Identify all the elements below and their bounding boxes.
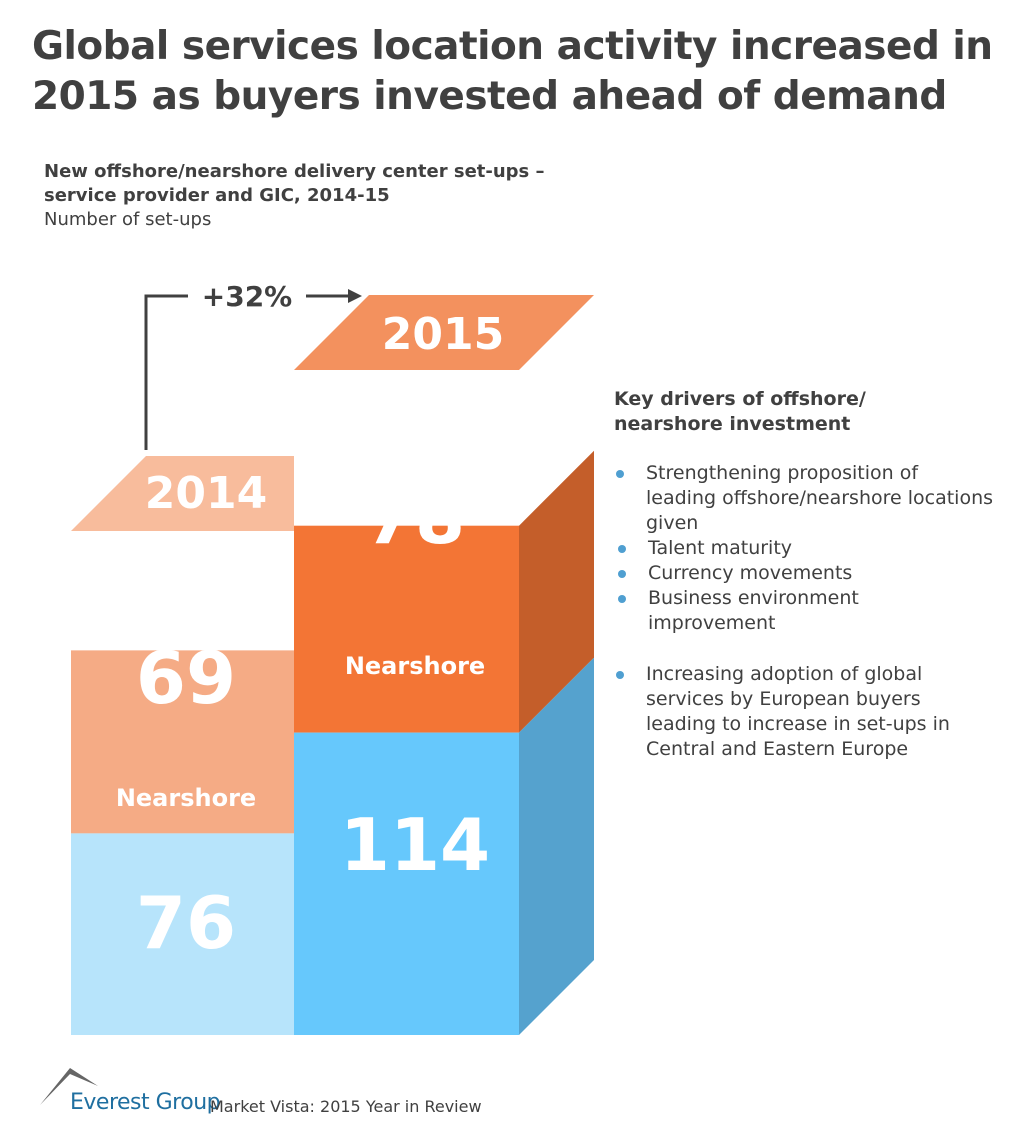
everest-mountain-logo-icon [40, 1068, 98, 1105]
chart-unit: Number of set-ups [44, 209, 212, 230]
year-label-2014: 2014 [145, 468, 267, 519]
cube-top-2014 [71, 456, 294, 531]
series-label-2014-nearshore: Nearshore [116, 784, 256, 812]
source-label: Market Vista: 2015 Year in Review [210, 1097, 482, 1116]
data-label-2015-offshore: 78 [365, 476, 465, 560]
cube-top-2015 [294, 295, 594, 370]
arrow-head-icon [348, 289, 362, 303]
series-label-2015-nearshore: Nearshore [345, 652, 485, 680]
page-title: Global services location activity increa… [32, 24, 993, 119]
driver-item: Increasing adoption of global services b… [614, 662, 994, 762]
data-label-2014-offshore: 69 [136, 636, 236, 720]
bar-2015-nearshore [294, 732, 519, 1035]
year-label-2015: 2015 [382, 309, 504, 360]
series-label-2015-offshore: Offshore [357, 386, 473, 414]
data-label-2015-nearshore: 114 [340, 803, 490, 887]
bar-2015-offshore-side [519, 450, 594, 733]
growth-arrow: +32% [144, 280, 362, 450]
bar-2015-nearshore-side [519, 657, 594, 1035]
bar-2014-nearshore [71, 833, 294, 1035]
bar-2015-offshore [294, 525, 519, 733]
chart-subtitle: New offshore/nearshore delivery center s… [44, 160, 584, 232]
key-drivers-panel: Key drivers of offshore/ nearshore inves… [614, 387, 994, 762]
driver-subitem: Currency movements [614, 561, 994, 586]
driver-item: Strengthening proposition of leading off… [614, 461, 994, 536]
data-label-2014-nearshore: 76 [136, 881, 236, 965]
driver-subitem: Talent maturity [614, 536, 994, 561]
chart-heading: New offshore/nearshore delivery center s… [44, 161, 545, 206]
growth-label: +32% [202, 280, 292, 313]
series-label-2014-offshore: Offshore [128, 552, 244, 580]
driver-subitem: Business environment improvement [614, 586, 888, 636]
everest-group-logo: Everest Group [70, 1090, 221, 1115]
drivers-heading: Key drivers of offshore/ nearshore inves… [614, 388, 866, 435]
bar-2014-offshore [71, 650, 294, 834]
